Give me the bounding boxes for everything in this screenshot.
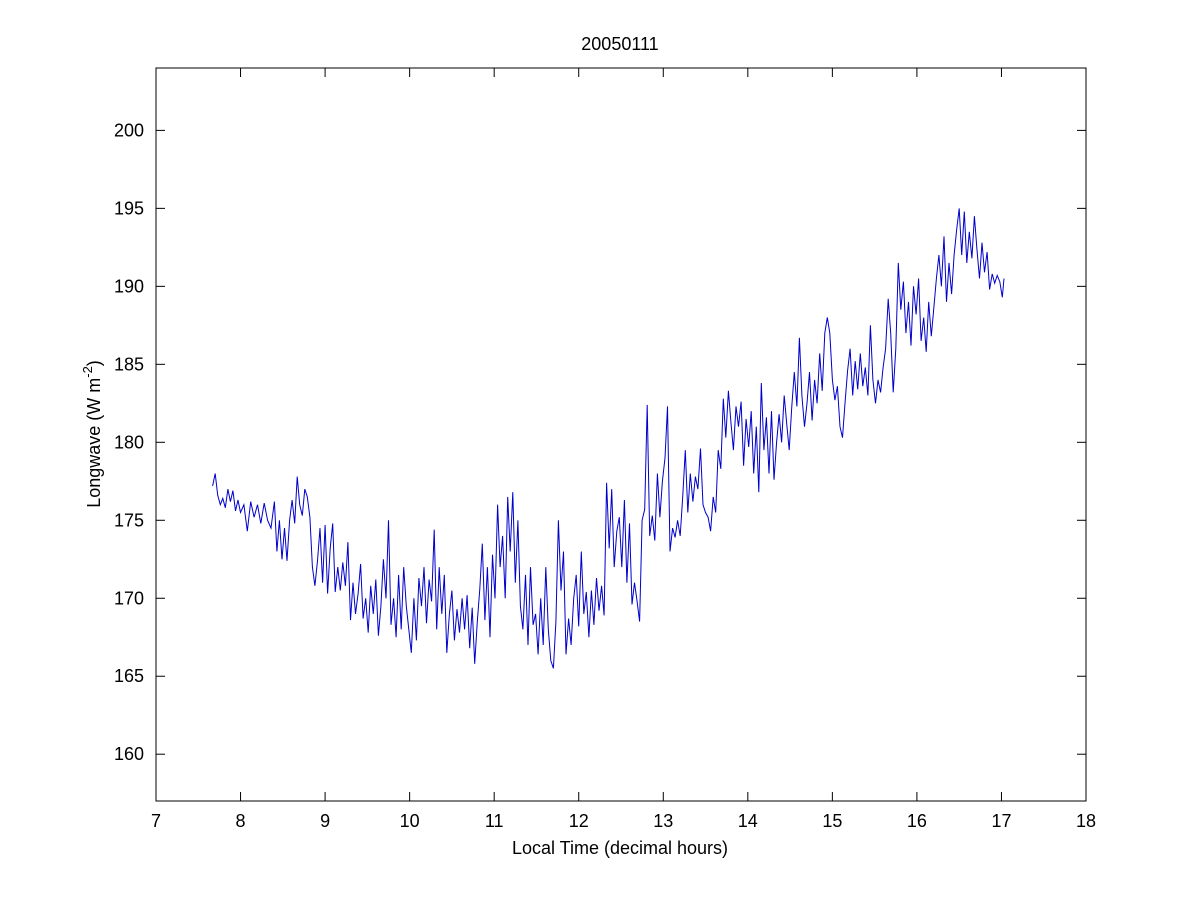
x-tick-label: 13 [653, 811, 673, 831]
x-tick-label: 12 [569, 811, 589, 831]
y-tick-label: 200 [114, 120, 144, 140]
y-tick-labels: 160 165 170 175 180 185 190 195 200 [114, 120, 144, 764]
series-line [212, 208, 1005, 669]
y-tick-label: 165 [114, 666, 144, 686]
x-tick-labels: 7 8 9 10 11 12 13 14 15 16 17 18 [151, 811, 1096, 831]
y-tick-label: 185 [114, 354, 144, 374]
x-tick-label: 17 [991, 811, 1011, 831]
x-tick-label: 16 [907, 811, 927, 831]
x-tick-label: 7 [151, 811, 161, 831]
x-tick-label: 8 [236, 811, 246, 831]
y-tick-label: 195 [114, 198, 144, 218]
x-tick-label: 9 [320, 811, 330, 831]
chart-title: 20050111 [581, 34, 658, 54]
x-axis-label: Local Time (decimal hours) [512, 838, 728, 858]
y-tick-label: 190 [114, 276, 144, 296]
x-tick-label: 11 [485, 811, 504, 831]
y-axis-label-base: Longwave (W m [84, 378, 104, 508]
y-axis-label-sup: -2 [80, 366, 95, 378]
y-tick-label: 180 [114, 432, 144, 452]
y-tick-label: 175 [114, 510, 144, 530]
x-tick-label: 15 [822, 811, 842, 831]
y-tick-label: 170 [114, 588, 144, 608]
x-tick-label: 14 [738, 811, 758, 831]
y-axis-label: Longwave (W m-2) [80, 360, 104, 508]
plot-area [155, 67, 1087, 802]
y-axis-label-end: ) [84, 360, 104, 366]
x-tick-label: 18 [1076, 811, 1096, 831]
axis-ticks [155, 68, 1087, 801]
y-tick-label: 160 [114, 744, 144, 764]
x-tick-label: 10 [400, 811, 420, 831]
